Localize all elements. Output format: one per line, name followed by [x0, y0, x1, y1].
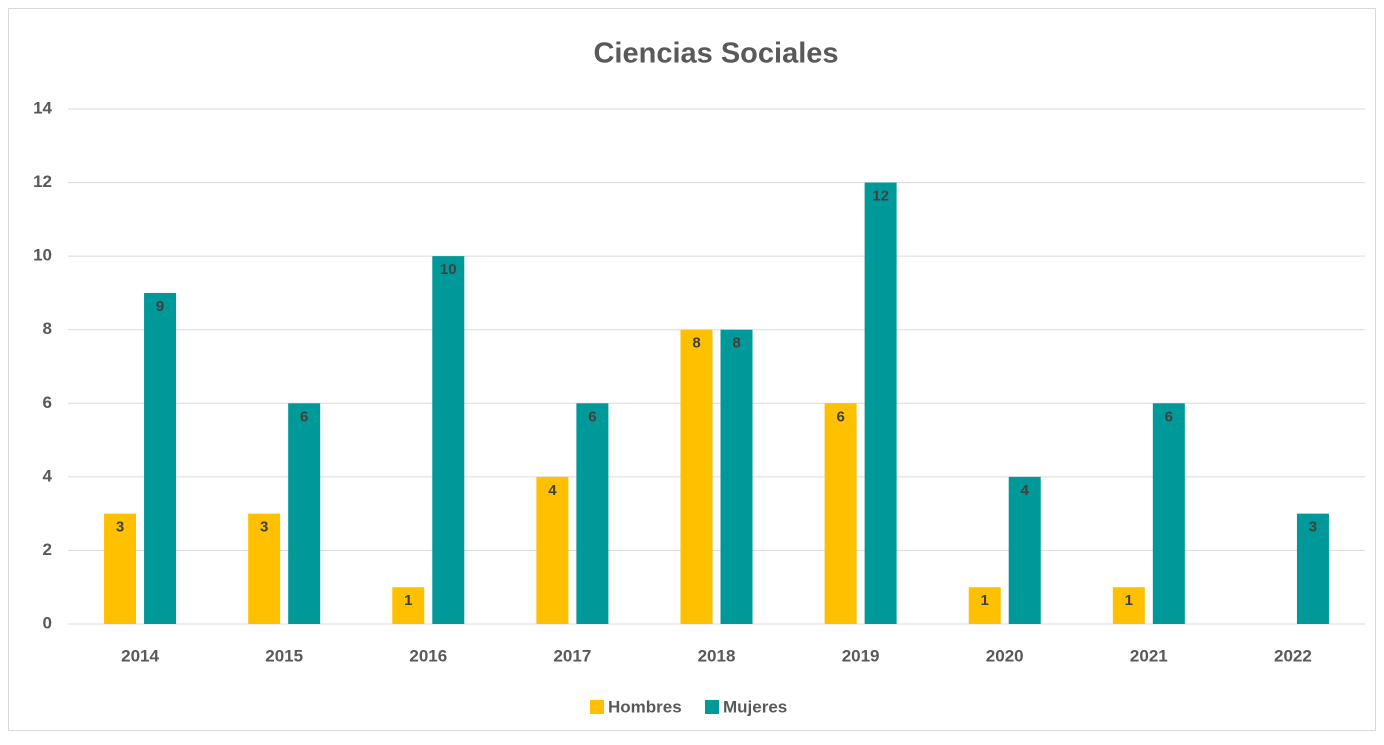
bar	[536, 476, 569, 624]
y-tick-label: 10	[33, 246, 52, 265]
y-tick-label: 4	[43, 466, 53, 485]
bar	[104, 513, 137, 624]
value-label: 3	[1309, 519, 1317, 536]
x-tick-label: 2017	[553, 646, 591, 665]
y-tick-label: 12	[33, 172, 52, 191]
bar	[720, 329, 753, 624]
value-label: 8	[692, 335, 700, 352]
bar	[392, 587, 425, 624]
value-label: 6	[1165, 408, 1173, 425]
value-label: 1	[981, 592, 989, 609]
legend-label: Mujeres	[723, 697, 787, 716]
value-label: 8	[732, 335, 740, 352]
value-label: 1	[1125, 592, 1133, 609]
x-tick-label: 2019	[842, 646, 880, 665]
y-tick-label: 6	[43, 393, 52, 412]
value-label: 1	[404, 592, 412, 609]
value-label: 4	[548, 482, 557, 499]
bar	[824, 403, 857, 624]
y-tick-label: 14	[33, 98, 52, 117]
bar	[1296, 513, 1329, 624]
bar	[680, 329, 713, 624]
y-tick-label: 8	[43, 319, 52, 338]
value-label: 6	[588, 408, 596, 425]
value-label: 3	[116, 519, 124, 536]
bar	[864, 182, 897, 625]
bar	[432, 256, 465, 624]
x-tick-label: 2015	[265, 646, 303, 665]
value-label: 6	[300, 408, 308, 425]
bar	[1152, 403, 1185, 624]
bar	[1008, 476, 1041, 624]
bar	[248, 513, 281, 624]
x-tick-label: 2021	[1130, 646, 1168, 665]
x-tick-label: 2020	[986, 646, 1024, 665]
bar	[968, 587, 1001, 624]
value-label: 9	[156, 298, 164, 315]
chart-title: Ciencias Sociales	[593, 38, 838, 70]
x-tick-label: 2018	[698, 646, 736, 665]
x-tick-label: 2016	[409, 646, 447, 665]
value-label: 3	[260, 519, 268, 536]
value-label: 6	[836, 408, 844, 425]
x-tick-label: 2014	[121, 646, 159, 665]
legend-swatch	[590, 700, 604, 714]
value-label: 10	[440, 261, 457, 278]
y-tick-label: 2	[43, 540, 52, 559]
bar	[288, 403, 321, 624]
bar	[1112, 587, 1145, 624]
bar	[144, 292, 177, 624]
bar	[576, 403, 609, 624]
y-tick-label: 0	[43, 613, 52, 632]
value-label: 12	[872, 188, 889, 205]
x-tick-label: 2022	[1274, 646, 1312, 665]
value-label: 4	[1021, 482, 1030, 499]
legend-swatch	[705, 700, 719, 714]
legend-label: Hombres	[608, 697, 682, 716]
